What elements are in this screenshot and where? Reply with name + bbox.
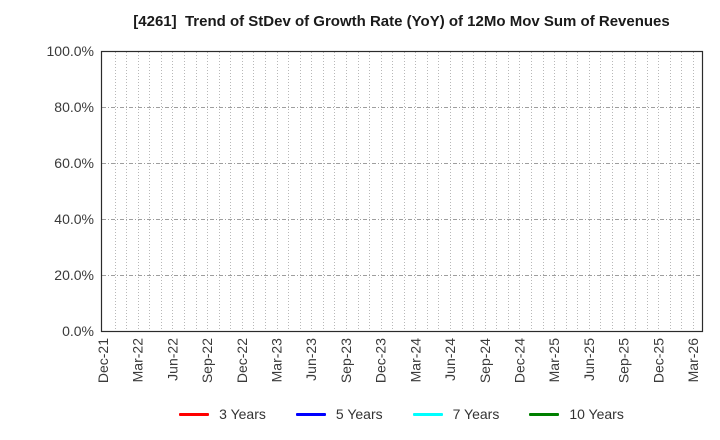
x-axis-tick-label: Mar-26	[685, 338, 701, 383]
x-axis-tick-label: Mar-24	[407, 338, 423, 383]
legend-item-10-years: 10 Years	[529, 406, 624, 422]
x-axis-tick-label: Sep-25	[616, 338, 632, 383]
legend-item-7-years: 7 Years	[412, 406, 500, 422]
x-axis-tick-label: Dec-25	[650, 338, 666, 383]
y-axis-tick-label: 0.0%	[62, 323, 94, 339]
x-axis-tick-label: Mar-22	[130, 338, 146, 383]
legend-line-swatch	[179, 412, 210, 416]
plot-border	[100, 50, 704, 333]
x-axis-tick-label: Dec-24	[511, 338, 527, 383]
y-axis-tick-label: 40.0%	[54, 211, 94, 227]
x-axis-tick-label: Sep-22	[199, 338, 215, 383]
y-axis-tick-label: 80.0%	[54, 99, 94, 115]
x-axis-tick-label: Mar-23	[269, 338, 285, 383]
x-axis-tick-label: Mar-25	[546, 338, 562, 383]
x-axis-tick-label: Sep-23	[338, 338, 354, 383]
legend: 3 Years 5 Years 7 Years 10 Years	[101, 406, 702, 422]
legend-line-swatch	[529, 412, 560, 416]
x-axis-tick-label: Jun-25	[581, 338, 597, 381]
legend-item-5-years: 5 Years	[295, 406, 383, 422]
y-axis-tick-label: 100.0%	[47, 43, 94, 59]
y-axis-tick-label: 20.0%	[54, 267, 94, 283]
x-axis-tick-label: Dec-21	[95, 338, 111, 383]
legend-label: 5 Years	[335, 406, 383, 422]
legend-label: 3 Years	[219, 406, 266, 422]
legend-line-swatch	[295, 412, 326, 416]
legend-line-swatch	[412, 412, 443, 416]
x-axis-tick-label: Sep-24	[477, 338, 493, 383]
x-axis-tick-label: Jun-22	[164, 338, 180, 381]
x-axis-tick-label: Dec-22	[234, 338, 250, 383]
y-axis-tick-label: 60.0%	[54, 155, 94, 171]
legend-item-3-years: 3 Years	[179, 406, 266, 422]
legend-label: 10 Years	[569, 406, 624, 422]
chart-title: [4261] Trend of StDev of Growth Rate (Yo…	[133, 13, 670, 30]
legend-label: 7 Years	[452, 406, 500, 422]
x-axis-tick-label: Jun-24	[442, 338, 458, 381]
x-axis-tick-label: Dec-23	[373, 338, 389, 383]
x-axis-tick-label: Jun-23	[303, 338, 319, 381]
